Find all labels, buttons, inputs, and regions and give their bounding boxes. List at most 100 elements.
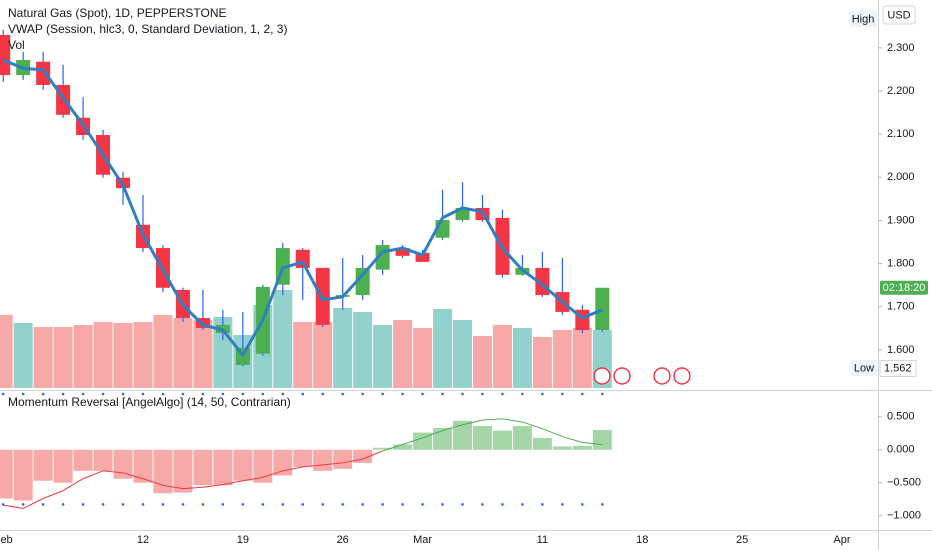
session-dot <box>141 392 145 396</box>
signal-segment <box>442 424 463 432</box>
y-tick-label: 1.600 <box>887 344 915 356</box>
y-tick-label: −0.500 <box>887 477 921 489</box>
volume-bar <box>193 320 213 388</box>
histogram-bar <box>113 449 133 479</box>
low-badge <box>851 360 877 376</box>
x-tick-label: Feb <box>0 534 13 546</box>
x-tick-label: 18 <box>636 534 648 546</box>
low-price-badge <box>879 360 917 377</box>
session-dot <box>101 392 105 396</box>
y-tick-label: 2.300 <box>887 42 915 54</box>
level-dot <box>481 503 484 506</box>
session-dot <box>201 392 205 396</box>
signal-segment <box>502 418 523 423</box>
histogram-bar <box>0 449 13 499</box>
currency: USD <box>887 9 910 21</box>
signal-segment <box>422 430 443 439</box>
volume-bar <box>433 309 453 388</box>
candle-body <box>595 287 610 331</box>
histogram-bar <box>213 449 233 486</box>
volume-bar <box>93 322 113 388</box>
level-dot <box>521 503 524 506</box>
y-tick-label: 1.700 <box>887 301 915 313</box>
signal-segment <box>222 480 243 486</box>
x-tick-label: 11 <box>537 534 548 546</box>
volume-bar <box>0 315 13 388</box>
signal-segment <box>582 442 603 445</box>
currency-box[interactable] <box>882 5 916 25</box>
volume-bar <box>293 322 313 388</box>
histogram-bar <box>53 449 73 483</box>
volume-bar <box>512 328 532 388</box>
session-dot <box>241 392 245 396</box>
event-icon[interactable] <box>593 367 611 385</box>
volume-bar <box>133 322 153 388</box>
signal-segment <box>302 464 323 468</box>
histogram-bar <box>193 449 213 486</box>
level-dot <box>81 503 85 506</box>
histogram-bar <box>333 449 353 469</box>
oscillator-title: Momentum Reversal [AngelAlgo] (14, 50, C… <box>8 395 291 409</box>
signal-segment <box>342 458 363 464</box>
volume-bar <box>13 323 33 388</box>
signal-segment <box>322 462 343 466</box>
signal-segment <box>482 418 503 421</box>
event-icon[interactable] <box>673 367 691 385</box>
event-icon[interactable] <box>653 367 671 385</box>
session-dot <box>361 392 364 396</box>
level-dot <box>41 503 45 506</box>
candle-body <box>0 34 11 76</box>
level-dot <box>161 503 165 506</box>
histogram-bar <box>413 432 433 450</box>
signal-segment <box>282 466 303 472</box>
signal-segment <box>362 450 383 460</box>
session-dot <box>341 392 344 396</box>
y-tick-label: 2.100 <box>887 128 915 140</box>
signal-segment <box>103 470 124 474</box>
session-dot <box>21 392 25 396</box>
session-dot <box>501 392 504 396</box>
session-dot <box>581 392 584 396</box>
y-tick-label: −1.000 <box>887 510 921 522</box>
level-dot <box>301 503 305 506</box>
volume-legend: Vol <box>8 38 25 52</box>
volume-bar <box>492 325 512 388</box>
y-tick-label: 1.900 <box>887 214 915 226</box>
session-dot <box>181 392 185 396</box>
histogram-bar <box>13 449 33 501</box>
level-dot <box>201 503 205 506</box>
x-tick-label: 12 <box>137 534 149 546</box>
signal-segment <box>22 498 44 509</box>
level-dot <box>361 503 364 506</box>
level-dot <box>381 503 384 506</box>
y-tick-label: 2.200 <box>887 85 915 97</box>
histogram-bar <box>133 449 153 483</box>
signal-segment <box>242 476 263 482</box>
histogram-bar <box>453 420 473 450</box>
volume-bar <box>572 328 592 388</box>
event-icon[interactable] <box>613 367 631 385</box>
vwap-legend: VWAP (Session, hlc3, 0, Standard Deviati… <box>8 22 287 36</box>
level-dot <box>601 503 604 506</box>
histogram-bar <box>313 449 333 471</box>
histogram-bar <box>93 449 113 471</box>
signal-segment <box>382 444 403 452</box>
signal-segment <box>262 470 283 478</box>
volume-bar <box>33 327 53 388</box>
level-dot <box>61 503 65 506</box>
session-dot <box>381 392 384 396</box>
histogram-bar <box>552 446 572 450</box>
oscillator-pane <box>0 418 612 509</box>
session-dot <box>401 392 404 396</box>
y-tick-label: 2.000 <box>887 171 915 183</box>
level-dot <box>321 503 325 506</box>
volume-bar <box>173 318 193 388</box>
low-price-label: 1.562 <box>884 362 912 374</box>
candle-body <box>415 252 430 262</box>
signal-segment <box>562 436 583 443</box>
session-dot <box>481 392 484 396</box>
countdown-badge <box>880 280 928 295</box>
chart-title: Natural Gas (Spot), 1D, PEPPERSTONE <box>8 6 227 20</box>
session-dot <box>601 392 604 396</box>
candle-body <box>395 248 410 256</box>
